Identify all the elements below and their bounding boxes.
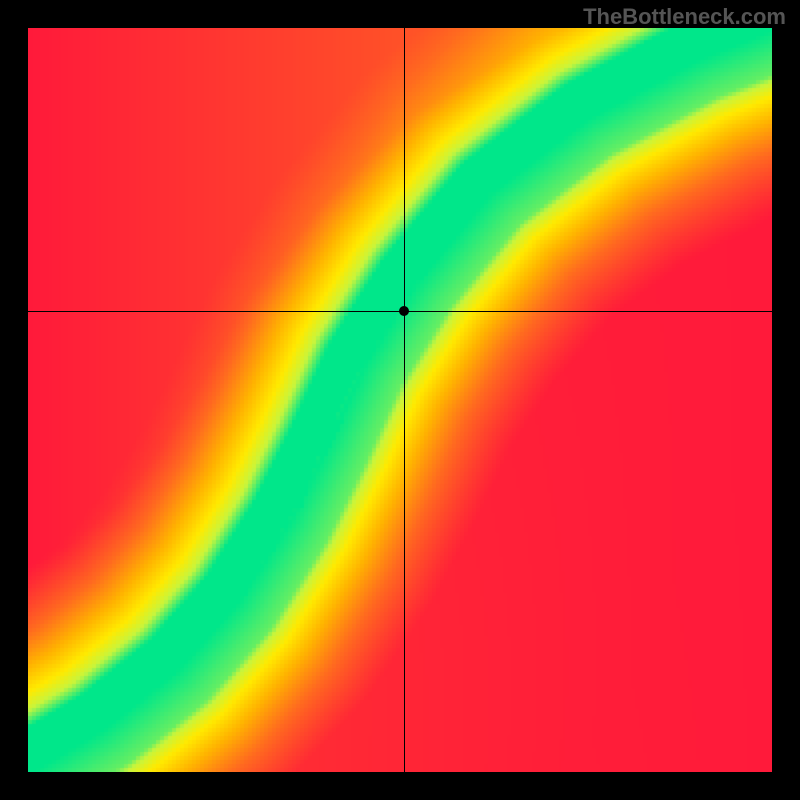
crosshair-vertical — [404, 28, 405, 772]
heatmap-canvas — [28, 28, 772, 772]
crosshair-marker — [399, 306, 409, 316]
plot-inner — [28, 28, 772, 772]
plot-frame — [28, 28, 772, 772]
watermark-text: TheBottleneck.com — [583, 4, 786, 30]
